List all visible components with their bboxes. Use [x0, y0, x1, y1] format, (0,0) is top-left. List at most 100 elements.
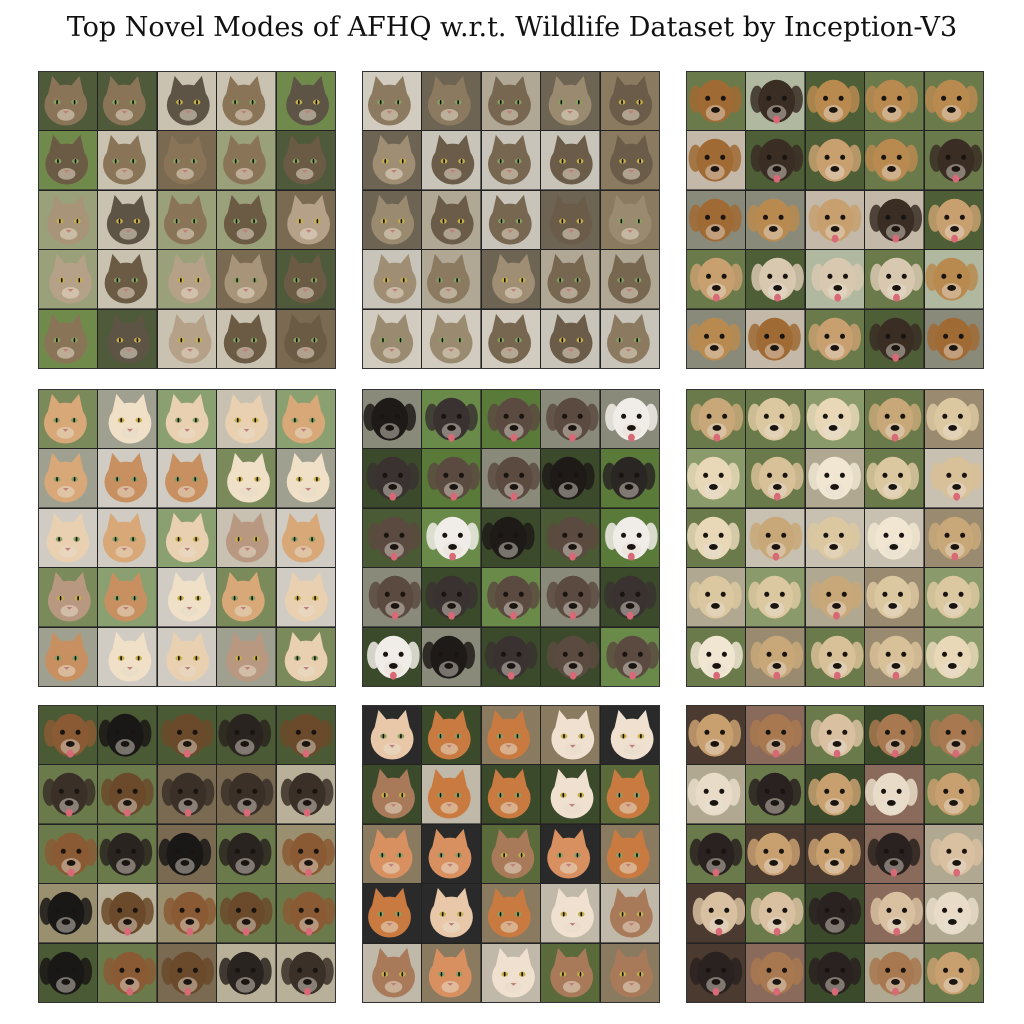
dog-face-image: [865, 706, 924, 765]
mode-panel-4: [38, 389, 336, 687]
cat-face-image: [276, 390, 335, 449]
dog-face-image: [217, 824, 276, 884]
cat-face-image: [98, 131, 157, 190]
cat-face-image: [541, 72, 600, 131]
dog-face-image: [422, 627, 481, 686]
cat-face-image: [422, 884, 481, 943]
dog-face-image: [865, 765, 924, 824]
cat-face-image: [39, 190, 98, 250]
dog-face-image: [805, 72, 865, 131]
dog-face-image: [924, 706, 983, 765]
dog-face-image: [687, 309, 746, 368]
mode-panel-9: [686, 705, 984, 1003]
cat-face-image: [541, 309, 600, 368]
dog-face-image: [746, 449, 805, 508]
cat-face-image: [39, 131, 98, 190]
dog-face-image: [541, 568, 600, 627]
dog-face-image: [541, 449, 600, 508]
dog-face-image: [481, 449, 541, 508]
dog-face-image: [217, 884, 276, 943]
dog-face-image: [98, 884, 157, 943]
dog-face-image: [865, 390, 924, 449]
dog-face-image: [865, 449, 924, 508]
cat-face-image: [217, 190, 276, 250]
cat-face-image: [600, 765, 659, 824]
cat-face-image: [363, 706, 422, 765]
cat-face-image: [217, 131, 276, 190]
cat-face-image: [481, 131, 541, 190]
dog-face-image: [39, 824, 98, 884]
cat-face-image: [600, 131, 659, 190]
cat-face-image: [541, 190, 600, 250]
dog-face-image: [422, 568, 481, 627]
dog-face-image: [687, 449, 746, 508]
cat-face-image: [98, 309, 157, 368]
dog-face-image: [422, 508, 481, 568]
dog-face-image: [39, 943, 98, 1002]
cat-face-image: [541, 250, 600, 309]
dog-face-image: [865, 131, 924, 190]
cat-face-image: [276, 250, 335, 309]
cat-face-image: [276, 449, 335, 508]
dog-face-image: [746, 390, 805, 449]
cat-face-image: [363, 72, 422, 131]
cat-face-image: [157, 627, 217, 686]
cat-face-image: [422, 72, 481, 131]
cat-face-image: [541, 884, 600, 943]
dog-face-image: [481, 390, 541, 449]
cat-face-image: [98, 250, 157, 309]
cat-face-image: [157, 190, 217, 250]
dog-face-image: [363, 508, 422, 568]
dog-face-image: [805, 508, 865, 568]
cat-face-image: [98, 627, 157, 686]
cat-face-image: [98, 72, 157, 131]
cat-face-image: [481, 884, 541, 943]
cat-face-image: [481, 706, 541, 765]
cat-face-image: [481, 309, 541, 368]
dog-face-image: [924, 568, 983, 627]
dog-face-image: [924, 508, 983, 568]
dog-face-image: [687, 508, 746, 568]
dog-face-image: [541, 508, 600, 568]
cat-face-image: [422, 309, 481, 368]
cat-face-image: [422, 943, 481, 1002]
dog-face-image: [276, 706, 335, 765]
dog-face-image: [363, 449, 422, 508]
cat-face-image: [98, 390, 157, 449]
dog-face-image: [924, 250, 983, 309]
cat-face-image: [276, 627, 335, 686]
cat-face-image: [481, 190, 541, 250]
cat-face-image: [600, 190, 659, 250]
dog-face-image: [276, 943, 335, 1002]
dog-face-image: [805, 309, 865, 368]
cat-face-image: [157, 508, 217, 568]
dog-face-image: [422, 390, 481, 449]
dog-face-image: [481, 627, 541, 686]
dog-face-image: [924, 72, 983, 131]
dog-face-image: [157, 884, 217, 943]
cat-face-image: [39, 250, 98, 309]
dog-face-image: [746, 884, 805, 943]
cat-face-image: [481, 943, 541, 1002]
cat-face-image: [276, 568, 335, 627]
dog-face-image: [924, 884, 983, 943]
dog-face-image: [865, 568, 924, 627]
cat-face-image: [276, 190, 335, 250]
cat-face-image: [217, 309, 276, 368]
cat-face-image: [422, 706, 481, 765]
cat-face-image: [422, 131, 481, 190]
dog-face-image: [600, 449, 659, 508]
cat-face-image: [39, 568, 98, 627]
dog-face-image: [687, 190, 746, 250]
cat-face-image: [157, 309, 217, 368]
cat-face-image: [276, 131, 335, 190]
cat-face-image: [363, 884, 422, 943]
cat-face-image: [217, 568, 276, 627]
dog-face-image: [805, 190, 865, 250]
cat-face-image: [422, 250, 481, 309]
dog-face-image: [805, 131, 865, 190]
figure-title: Top Novel Modes of AFHQ w.r.t. Wildlife …: [66, 12, 958, 43]
dog-face-image: [805, 824, 865, 884]
dog-face-image: [157, 706, 217, 765]
cat-face-image: [600, 72, 659, 131]
